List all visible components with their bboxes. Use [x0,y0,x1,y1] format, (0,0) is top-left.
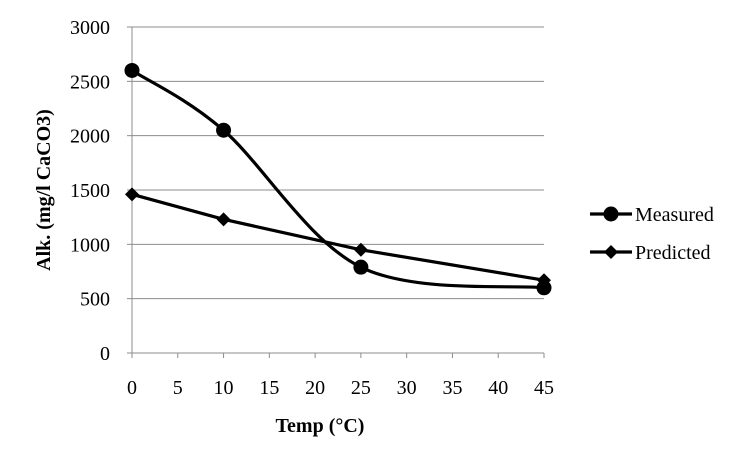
legend-marker-measured [603,206,619,222]
x-tick-label-10: 10 [214,377,234,399]
series-line-predicted [131,192,545,282]
data-point-predicted-10 [216,212,231,227]
y-tick-label-1500: 1500 [70,180,110,202]
grid-lines [132,26,544,300]
tick-labels: 0 500 1000 1500 2000 2500 3000 0 5 10 15 20 25 30 35 40… [70,17,554,399]
y-tick-label-2000: 2000 [70,126,110,148]
data-point-predicted-0 [125,187,139,202]
data-point-predicted-25 [353,242,368,257]
legend-label-predicted: Predicted [635,242,711,264]
y-tick-label-0: 0 [100,343,110,365]
y-axis-title: Alk. (mg/l CaCO3) [33,109,55,271]
x-tick-label-5: 5 [173,377,183,399]
data-point-measured-25 [353,259,369,275]
y-tick-label-1000: 1000 [70,234,110,256]
data-point-measured-10 [216,122,232,138]
y-tick-label-2500: 2500 [70,71,110,93]
x-tick-label-30: 30 [397,377,417,399]
x-tick-label-45: 45 [534,377,554,399]
series-group [124,62,552,296]
legend-marker-predicted [604,245,618,259]
y-tick-label-500: 500 [80,289,110,311]
data-point-measured-0 [124,62,140,78]
legend-label-measured: Measured [635,204,714,226]
x-tick-label-40: 40 [488,377,508,399]
x-tick-label-25: 25 [351,377,371,399]
x-tick-label-20: 20 [305,377,325,399]
series-line-measured [131,69,545,290]
data-point-predicted-45 [537,273,551,288]
data-point-measured-45 [536,280,552,296]
axes [127,26,545,358]
y-tick-label-3000: 3000 [70,17,110,39]
x-tick-label-0: 0 [127,377,137,399]
legend: Measured Predicted [590,204,714,264]
x-axis-title: Temp (°C) [276,415,365,437]
x-tick-label-15: 15 [259,377,279,399]
x-tick-label-35: 35 [442,377,462,399]
